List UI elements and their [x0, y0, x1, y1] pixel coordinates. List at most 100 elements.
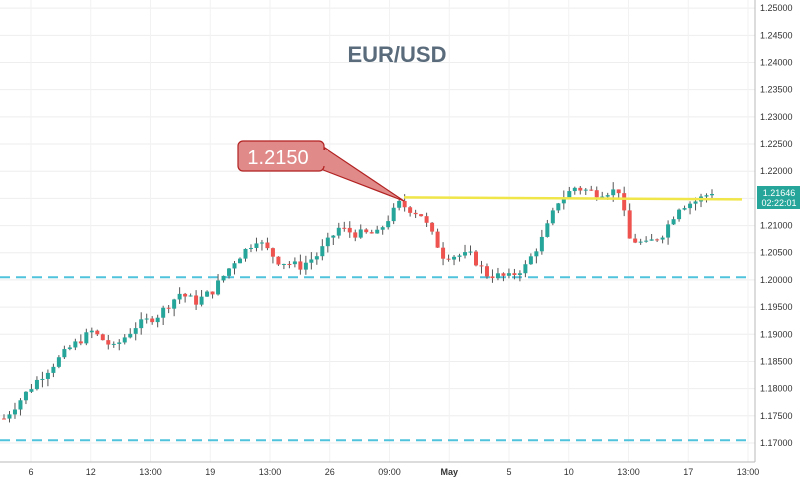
x-axis-ticks[interactable]: 6 12 13:00 19 13:00 26 09:00 May 5 10 13:00 17 13:00: [28, 467, 759, 477]
candle-up: [254, 243, 259, 248]
candle-up: [495, 273, 500, 279]
candle-down: [210, 291, 215, 295]
candle-up: [188, 295, 193, 297]
candle-up: [161, 307, 166, 318]
support-lines: [0, 276, 749, 442]
candle-up: [292, 261, 297, 265]
candle-up: [380, 227, 385, 230]
candle-down: [633, 238, 638, 243]
candle-up: [34, 379, 39, 390]
candle-up: [320, 246, 325, 257]
candle-up: [111, 343, 116, 345]
candle-down: [484, 266, 489, 277]
candle-up: [303, 262, 308, 270]
candle-up: [67, 347, 72, 350]
candle-down: [413, 212, 418, 215]
x-tick-label[interactable]: 10: [564, 467, 574, 477]
candle-up: [550, 210, 555, 224]
y-tick-label: 1.21000: [760, 221, 793, 231]
candle-up: [232, 263, 237, 269]
y-tick-label: 1.23500: [760, 85, 793, 95]
candle-up: [611, 189, 616, 196]
candle-up: [682, 208, 687, 210]
candle-down: [95, 330, 100, 335]
x-tick-label[interactable]: May: [440, 467, 458, 477]
candle-up: [358, 229, 363, 238]
candle-up: [660, 237, 665, 240]
candle-up: [133, 328, 138, 334]
candle-up: [199, 296, 204, 305]
candle-up: [18, 400, 23, 410]
candle-up: [12, 409, 17, 415]
candle-up: [216, 280, 221, 295]
callout-text: 1.2150: [247, 147, 308, 169]
candle-down: [594, 190, 599, 198]
candle-up: [517, 273, 522, 276]
candle-up: [506, 273, 511, 276]
x-tick-label[interactable]: 13:00: [259, 467, 282, 477]
candle-up: [644, 240, 649, 242]
candle-up: [281, 263, 286, 265]
candle-down: [622, 193, 627, 211]
candle-down: [150, 318, 155, 323]
x-tick-label[interactable]: 13:00: [617, 467, 640, 477]
candle-up: [73, 341, 78, 348]
candle-up: [248, 247, 253, 249]
candle-down: [402, 200, 407, 208]
candle-up: [572, 187, 577, 192]
candle-up: [704, 195, 709, 197]
resistance-line-group: [403, 196, 743, 201]
y-tick-label: 1.19500: [760, 302, 793, 312]
y-tick-label: 1.24500: [760, 30, 793, 40]
grid-lines: [0, 0, 755, 462]
candle-up: [331, 235, 336, 238]
candle-up: [45, 372, 50, 379]
candle-up: [523, 264, 528, 274]
x-tick-label[interactable]: 17: [683, 467, 693, 477]
candle-up: [309, 259, 314, 263]
candle-up: [40, 378, 45, 380]
candle-up: [336, 227, 341, 236]
x-tick-label[interactable]: 6: [28, 467, 33, 477]
x-tick-label[interactable]: 12: [86, 467, 96, 477]
candle-up: [671, 219, 676, 225]
candle-down: [589, 189, 594, 191]
candle-down: [512, 273, 517, 276]
candle-up: [375, 229, 380, 234]
candle-up: [7, 414, 12, 419]
y-tick-label: 1.19000: [760, 329, 793, 339]
candle-up: [528, 256, 533, 265]
candle-up: [567, 191, 572, 198]
x-tick-label[interactable]: 09:00: [378, 467, 401, 477]
candle-down: [270, 248, 275, 257]
candle-up: [29, 389, 34, 392]
current-price-value: 1.21646: [763, 188, 796, 198]
candle-down: [435, 231, 440, 248]
candle-up: [325, 237, 330, 247]
candle-up: [128, 333, 133, 338]
x-tick-label[interactable]: 19: [205, 467, 215, 477]
candle-up: [534, 251, 539, 257]
x-tick-label[interactable]: 13:00: [139, 467, 162, 477]
current-price-box: [757, 186, 800, 209]
candle-down: [408, 207, 413, 213]
candle-down: [446, 258, 451, 260]
x-tick-label[interactable]: 5: [506, 467, 511, 477]
candle-down: [276, 256, 281, 265]
price-callout: 1.2150: [237, 140, 405, 202]
candles: [2, 182, 714, 423]
candle-up: [177, 293, 182, 300]
candle-down: [287, 263, 292, 265]
candle-up: [227, 268, 232, 276]
candle-up: [117, 342, 122, 344]
candle-down: [265, 242, 270, 249]
candle-up: [397, 200, 402, 208]
candle-up: [221, 275, 226, 281]
y-tick-label: 1.23000: [760, 112, 793, 122]
candle-up: [56, 357, 61, 367]
candle-up: [238, 258, 242, 264]
x-tick-label[interactable]: 13:00: [737, 467, 760, 477]
candle-up: [89, 330, 94, 333]
x-tick-label[interactable]: 26: [325, 467, 335, 477]
